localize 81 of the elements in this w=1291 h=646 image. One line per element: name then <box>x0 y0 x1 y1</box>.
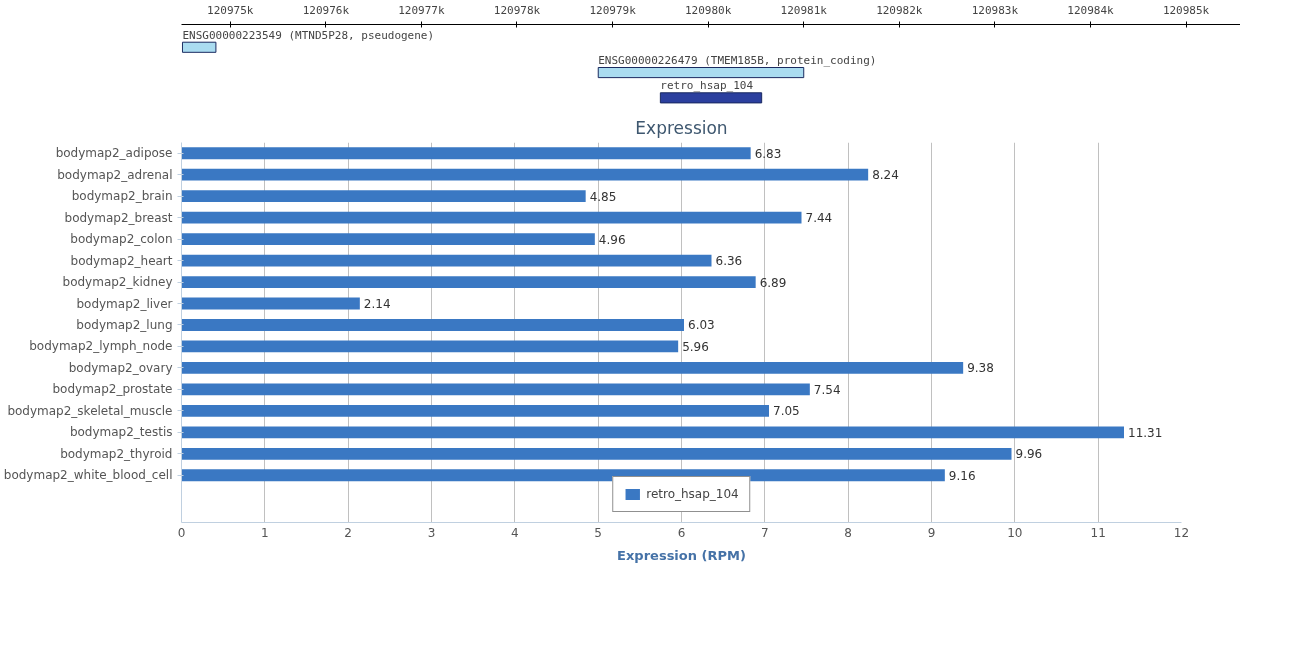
data-label: 7.54 <box>813 382 841 397</box>
y-tick-label: bodymap2_skeletal_muscle <box>7 403 173 418</box>
bar <box>181 362 964 374</box>
x-tick-label: 8 <box>844 525 852 540</box>
y-tick-label: bodymap2_prostate <box>52 382 173 397</box>
x-axis-title: Expression (RPM) <box>617 547 746 563</box>
x-tick-label: 120982k <box>876 3 923 17</box>
data-label: 6.89 <box>759 275 787 290</box>
y-tick-label: bodymap2_lymph_node <box>29 339 173 354</box>
annotation: ENSG00000226479 (TMEM185B, protein_coding) <box>598 53 877 67</box>
bar <box>181 340 679 353</box>
y-tick-label: bodymap2_thyroid <box>60 446 173 461</box>
data-label: 4.85 <box>589 189 617 204</box>
x-tick-label: 120983k <box>971 3 1019 17</box>
y-tick-label: bodymap2_adrenal <box>57 167 173 182</box>
x-tick-label: 120979k <box>589 3 637 17</box>
bar <box>181 168 869 181</box>
bar <box>181 469 945 482</box>
data-label: 2.14 <box>363 297 391 312</box>
y-tick-label: bodymap2_lung <box>76 317 173 332</box>
bar <box>181 41 217 53</box>
y-tick-label: bodymap2_white_blood_cell <box>3 468 173 483</box>
data-label: 6.83 <box>754 146 782 161</box>
bar <box>181 319 684 331</box>
x-tick-label: 1 <box>261 525 269 540</box>
y-tick-label: bodymap2_colon <box>70 232 173 247</box>
y-tick-label: bodymap2_adipose <box>55 146 173 161</box>
bar <box>181 447 1012 460</box>
chart-title: Expression <box>635 117 728 138</box>
x-tick-label: 7 <box>761 525 769 540</box>
x-tick-label: 6 <box>677 525 686 540</box>
bar <box>659 92 763 104</box>
x-tick-label: 120980k <box>684 3 732 17</box>
data-label: 9.16 <box>948 468 976 483</box>
data-label: 4.96 <box>598 232 626 247</box>
data-label: 5.96 <box>682 339 709 354</box>
y-tick-label: bodymap2_ovary <box>68 360 173 375</box>
y-tick-label: bodymap2_heart <box>70 253 173 268</box>
x-tick-label: 10 <box>1007 525 1023 540</box>
bar <box>181 297 360 310</box>
x-tick-label: 11 <box>1090 525 1106 540</box>
x-tick-label: 3 <box>427 525 436 540</box>
bar <box>181 276 756 288</box>
bar <box>181 426 1124 439</box>
x-tick-label: 0 <box>177 525 186 540</box>
data-label: 7.05 <box>773 404 800 419</box>
data-label: 11.31 <box>1128 425 1163 440</box>
bar <box>181 147 751 160</box>
x-tick-label: 4 <box>511 525 519 540</box>
annotation: ENSG00000223549 (MTND5P28, pseudogene) <box>182 28 435 42</box>
data-label: 6.03 <box>688 318 715 333</box>
x-tick-label: 120978k <box>493 3 541 17</box>
bar <box>181 254 712 267</box>
bar <box>181 383 810 396</box>
data-label: 9.38 <box>967 361 994 376</box>
bar <box>181 233 595 246</box>
bar <box>181 211 802 224</box>
bar <box>181 404 769 417</box>
data-label: 6.36 <box>715 254 743 269</box>
y-tick-label: bodymap2_brain <box>71 189 173 204</box>
x-tick-label: 120985k <box>1162 3 1210 17</box>
x-tick-label: 120976k <box>302 3 350 17</box>
x-tick-label: 120984k <box>1067 3 1115 17</box>
y-tick-label: bodymap2_testis <box>69 425 173 440</box>
legend-label: retro_hsap_104 <box>646 487 739 501</box>
y-tick-label: bodymap2_liver <box>76 296 173 311</box>
x-tick-label: 120981k <box>780 3 828 17</box>
x-tick-label: 120975k <box>207 3 254 17</box>
y-tick-label: bodymap2_breast <box>64 210 173 225</box>
annotation: retro_hsap_104 <box>660 79 754 93</box>
x-tick-label: 2 <box>344 525 352 540</box>
bar <box>181 190 586 203</box>
y-tick-label: bodymap2_kidney <box>62 275 173 290</box>
data-label: 7.44 <box>805 211 833 226</box>
x-tick-label: 12 <box>1173 525 1190 540</box>
data-label: 8.24 <box>872 168 899 183</box>
data-label: 9.96 <box>1015 447 1043 462</box>
x-tick-label: 120977k <box>398 3 445 17</box>
x-tick-label: 5 <box>594 525 602 540</box>
x-tick-label: 9 <box>927 525 936 540</box>
bar <box>597 67 805 79</box>
